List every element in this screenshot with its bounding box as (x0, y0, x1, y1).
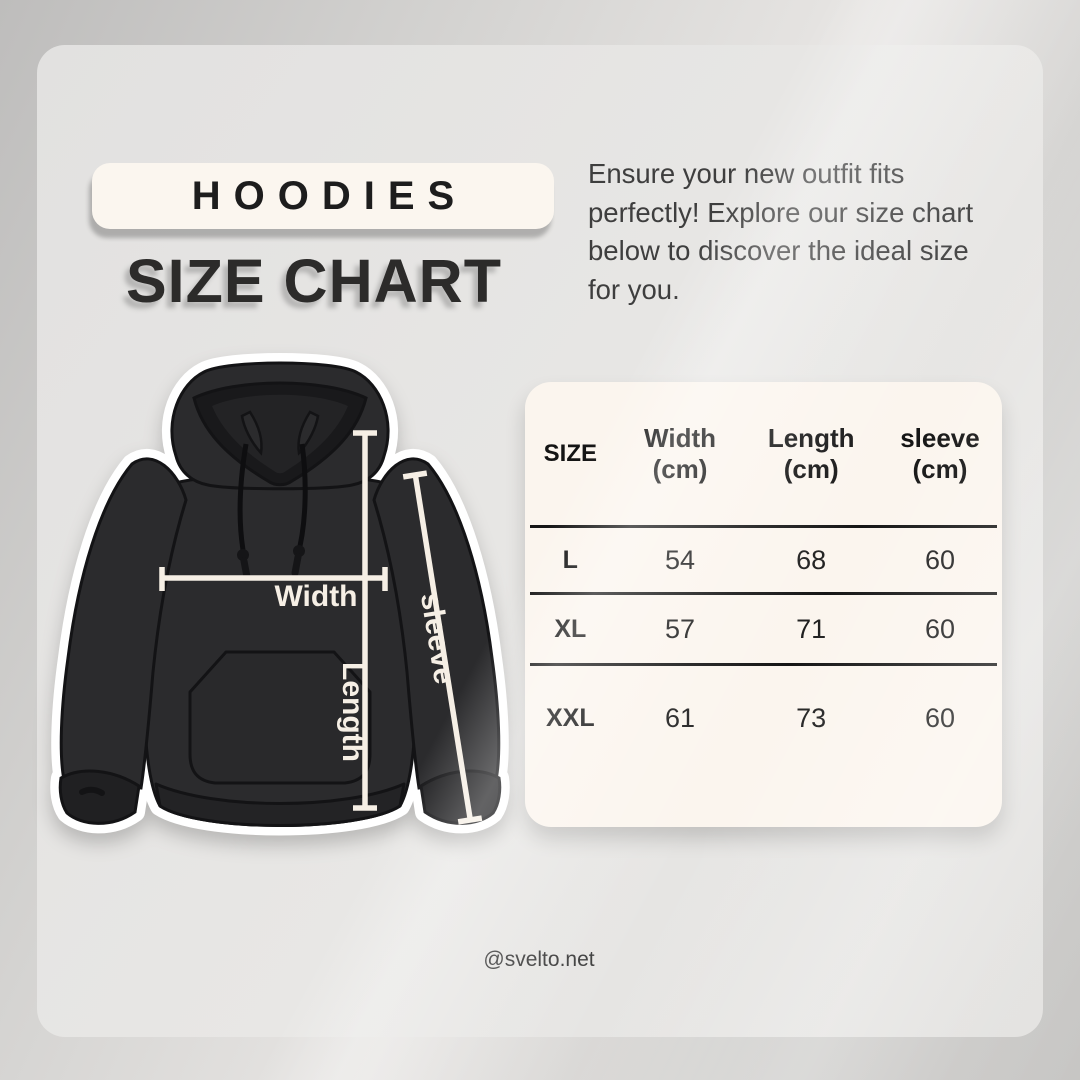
cell-width: 54 (664, 544, 696, 575)
cell-size: XXL (546, 703, 595, 732)
cell-size: XL (554, 614, 587, 643)
column-header-label: Width (644, 422, 716, 453)
cell-sleeve: 60 (924, 544, 955, 575)
category-label: HOODIES (191, 173, 468, 218)
page-title: SIZE CHART (126, 247, 502, 315)
hoodie-body (58, 361, 502, 827)
measurement-lines (159, 430, 483, 825)
table-divider (530, 663, 997, 666)
kangaroo-pocket (188, 650, 372, 785)
table-row: XL 57 71 60 (525, 595, 1002, 663)
cell-size: L (562, 545, 578, 574)
hem-band (154, 782, 406, 827)
intro-text: Ensure your new outfit fits perfectly! E… (588, 158, 974, 305)
column-header-label: sleeve (900, 422, 980, 453)
width-measure-label: Width (274, 580, 357, 613)
sleeve-measure-line (412, 472, 473, 819)
cell-width: 57 (664, 613, 696, 644)
brand-handle: @svelto.net (483, 948, 595, 971)
left-cuff (58, 769, 141, 825)
cell-length: 71 (796, 613, 827, 644)
column-header-unit: (cm) (652, 453, 708, 484)
cell-sleeve: 60 (924, 702, 955, 733)
cell-sleeve: 60 (924, 613, 955, 644)
cell-length: 68 (796, 544, 827, 575)
column-header-label: Length (767, 422, 855, 453)
size-table: SIZE Width (cm) Length (cm) sleeve (cm) … (525, 382, 1002, 827)
table-divider (530, 525, 997, 528)
column-header-unit: (cm) (783, 453, 839, 484)
table-divider (530, 592, 997, 595)
column-header-sleeve: sleeve (cm) (878, 423, 1002, 485)
column-header-length: Length (cm) (744, 423, 878, 485)
hoodie-illustration: Width Length sleeve (50, 353, 510, 836)
column-header-width: Width (cm) (616, 423, 745, 485)
length-measure-label: Length (336, 662, 369, 762)
table-header-row: SIZE Width (cm) Length (cm) sleeve (cm) (525, 382, 1002, 525)
drawstrings (237, 443, 308, 581)
column-header-unit: (cm) (912, 453, 968, 484)
cell-width: 61 (664, 702, 696, 733)
right-cuff (419, 769, 502, 825)
cell-length: 73 (796, 702, 827, 733)
category-pill: HOODIES (92, 163, 554, 229)
table-row: XXL 61 73 60 (525, 666, 1002, 770)
table-row: L 54 68 60 (525, 528, 1002, 592)
column-header-size: SIZE (525, 438, 616, 469)
column-header-label: SIZE (543, 440, 597, 467)
left-sleeve (59, 457, 188, 790)
